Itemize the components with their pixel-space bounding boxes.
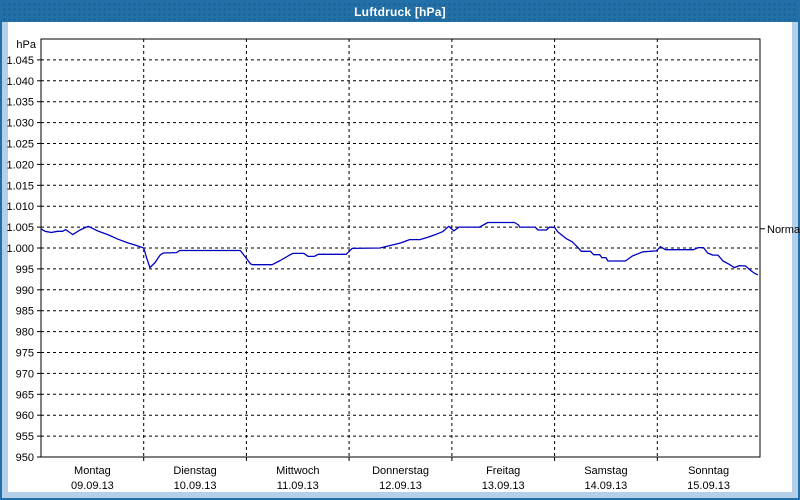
day-name-label: Montag [74, 465, 111, 477]
y-axis-tick-label: 965 [16, 389, 34, 401]
y-axis-tick-label: 985 [16, 306, 34, 318]
day-name-label: Donnerstag [372, 465, 429, 477]
y-axis-tick-label: 1.015 [6, 180, 34, 192]
day-date-label: 11.09.13 [277, 480, 319, 492]
day-date-label: 09.09.13 [71, 480, 114, 492]
y-axis-tick-label: 1.045 [6, 55, 34, 67]
plot-border [40, 38, 761, 458]
y-axis-tick-label: 1.040 [6, 76, 34, 88]
y-axis-tick-label: 1.010 [6, 201, 34, 213]
window-title-bar: Luftdruck [hPa] [2, 2, 798, 22]
y-axis-tick-label: 970 [16, 368, 34, 380]
y-axis-tick-label: 955 [16, 431, 34, 443]
day-date-label: 14.09.13 [584, 480, 627, 492]
day-name-label: Freitag [486, 465, 520, 477]
pressure-line [40, 221, 759, 276]
y-axis-tick-label: 1.005 [6, 222, 34, 234]
y-axis-tick-label: 1.025 [6, 139, 34, 151]
day-name-label: Sonntag [688, 465, 729, 477]
day-date-label: 15.09.13 [687, 480, 730, 492]
y-axis-tick-label: 1.020 [6, 159, 34, 171]
day-date-label: 10.09.13 [174, 480, 217, 492]
day-date-label: 13.09.13 [482, 480, 525, 492]
day-name-label: Samstag [584, 465, 627, 477]
y-axis-unit-label: hPa [16, 39, 36, 51]
y-axis-tick-label: 960 [16, 410, 34, 422]
y-axis-tick-label: 990 [16, 285, 34, 297]
y-axis-tick-label: 1.000 [6, 243, 34, 255]
y-axis-tick-label: 1.035 [6, 97, 34, 109]
y-axis-tick-label: 950 [16, 452, 34, 464]
normal-marker-label: Normal [767, 224, 800, 236]
y-axis-tick-label: 980 [16, 327, 34, 339]
day-date-label: 12.09.13 [379, 480, 422, 492]
y-axis-tick-label: 975 [16, 348, 34, 360]
chart-panel [8, 22, 792, 492]
y-axis-tick-label: 1.030 [6, 118, 34, 130]
day-name-label: Dienstag [173, 465, 216, 477]
day-name-label: Mittwoch [276, 465, 319, 477]
y-axis-tick-label: 995 [16, 264, 34, 276]
window-title: Luftdruck [hPa] [354, 5, 446, 19]
